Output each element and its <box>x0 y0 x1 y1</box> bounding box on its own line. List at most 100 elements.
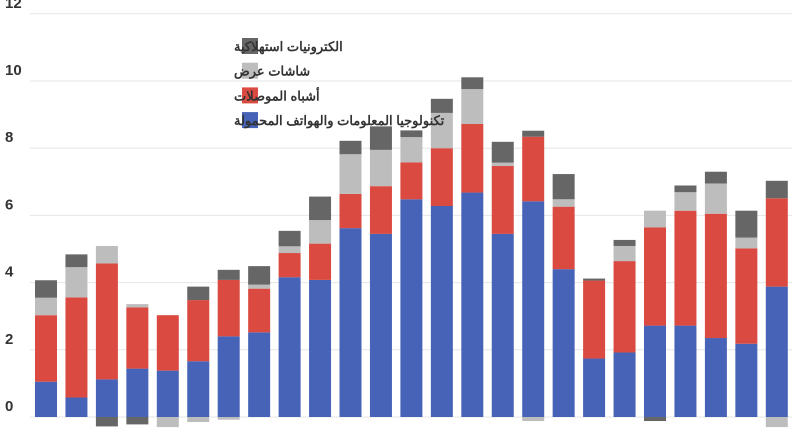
bar-segment <box>65 254 88 268</box>
bar-segment <box>552 206 575 270</box>
y-tick-label: 6 <box>5 196 13 213</box>
bar-segment <box>583 278 606 281</box>
bar-segment <box>704 183 727 214</box>
legend-label: أشباه الموصلات <box>234 87 320 104</box>
bar-segment <box>735 210 758 238</box>
bar-segment <box>187 361 210 417</box>
bar-segment <box>644 227 666 326</box>
bar-segment <box>95 417 118 427</box>
bar-segment <box>126 307 149 369</box>
bar-segment <box>704 171 727 184</box>
bar-segment <box>35 381 57 417</box>
bar-segment <box>187 417 210 423</box>
bar-segment <box>461 89 484 125</box>
bar-segment <box>156 315 179 371</box>
bar-segment <box>461 77 484 90</box>
bar-segment <box>644 325 666 417</box>
y-tick-label: 0 <box>5 398 13 415</box>
bar-segment <box>522 201 545 417</box>
bar-segment <box>217 269 240 280</box>
bar-segment <box>644 210 666 228</box>
bar-segment <box>430 112 453 149</box>
bar-segment <box>95 263 118 380</box>
bar-segment <box>126 417 149 425</box>
bar-segment <box>248 332 271 417</box>
bar-segment <box>309 196 332 221</box>
y-axis-ticks: 0 2 4 6 8 10 12 <box>5 0 22 415</box>
bar-segment <box>765 198 788 287</box>
legend-swatch <box>242 112 258 129</box>
bar-segment <box>35 297 57 316</box>
bar-segment <box>765 180 788 199</box>
bar-segment <box>369 186 392 234</box>
bar-segment <box>248 284 271 289</box>
y-tick-label: 8 <box>5 129 13 146</box>
y-tick-label: 2 <box>5 331 13 348</box>
bar-segment <box>674 210 697 326</box>
bar-segment <box>613 261 636 353</box>
legend-swatch <box>242 62 258 79</box>
bar-segment <box>126 304 149 308</box>
bar-segment <box>65 297 88 398</box>
legend-swatch <box>242 38 258 54</box>
bar-segment <box>552 269 575 417</box>
bar-segment <box>95 245 118 264</box>
bar-segment <box>613 352 636 417</box>
bar-segment <box>35 315 57 382</box>
bar-segment <box>217 336 240 417</box>
bar-segment <box>126 368 149 417</box>
bar-segment <box>735 343 758 417</box>
bar-segment <box>187 300 210 362</box>
bar-segment <box>522 130 545 137</box>
bar-segment <box>430 98 453 113</box>
bar-segment <box>735 237 758 249</box>
bar-segment <box>278 246 301 254</box>
bar-segment <box>309 243 332 280</box>
y-tick-label: 10 <box>5 62 22 79</box>
bar-segment <box>583 280 606 359</box>
bar-segment <box>278 230 301 247</box>
bar-segment <box>735 248 758 344</box>
y-tick-label: 12 <box>5 0 22 12</box>
legend-swatch <box>242 87 258 104</box>
bar-segment <box>491 162 514 167</box>
bar-segment <box>369 149 392 187</box>
legend-label: تكنولوجيا المعلومات والهواتف المحمولة <box>234 113 445 129</box>
bar-segment <box>65 397 88 417</box>
bars <box>35 77 788 428</box>
bar-segment <box>704 213 727 339</box>
bar-segment <box>187 286 210 301</box>
bar-segment <box>309 220 332 244</box>
bar-segment <box>491 166 514 234</box>
bar-segment <box>369 233 392 417</box>
bar-segment <box>369 126 392 150</box>
bar-segment <box>674 185 697 193</box>
bar-segment <box>491 233 514 417</box>
bar-segment <box>339 193 362 229</box>
bar-segment <box>644 417 666 422</box>
bar-segment <box>461 192 484 417</box>
bar-segment <box>522 136 545 202</box>
bar-segment <box>309 279 332 417</box>
bar-segment <box>430 148 453 206</box>
bar-segment <box>430 205 453 417</box>
bar-segment <box>461 124 484 193</box>
bar-segment <box>248 266 271 285</box>
bar-segment <box>339 140 362 155</box>
bar-segment <box>278 277 301 417</box>
bar-segment <box>704 338 727 417</box>
bar-segment <box>522 417 545 422</box>
bar-segment <box>35 280 57 298</box>
bar-segment <box>400 130 423 138</box>
bar-segment <box>339 228 362 417</box>
legend: الكترونيات استهلاكية شاشات عرض أشباه الموص… <box>234 38 445 129</box>
legend-label: الكترونيات استهلاكية <box>234 39 343 55</box>
bar-segment <box>613 239 636 246</box>
bar-segment <box>765 417 788 428</box>
bar-segment <box>248 288 271 333</box>
bar-segment <box>552 199 575 207</box>
legend-label: شاشات عرض <box>234 64 310 80</box>
bar-segment <box>156 370 179 417</box>
bar-segment <box>674 192 697 211</box>
